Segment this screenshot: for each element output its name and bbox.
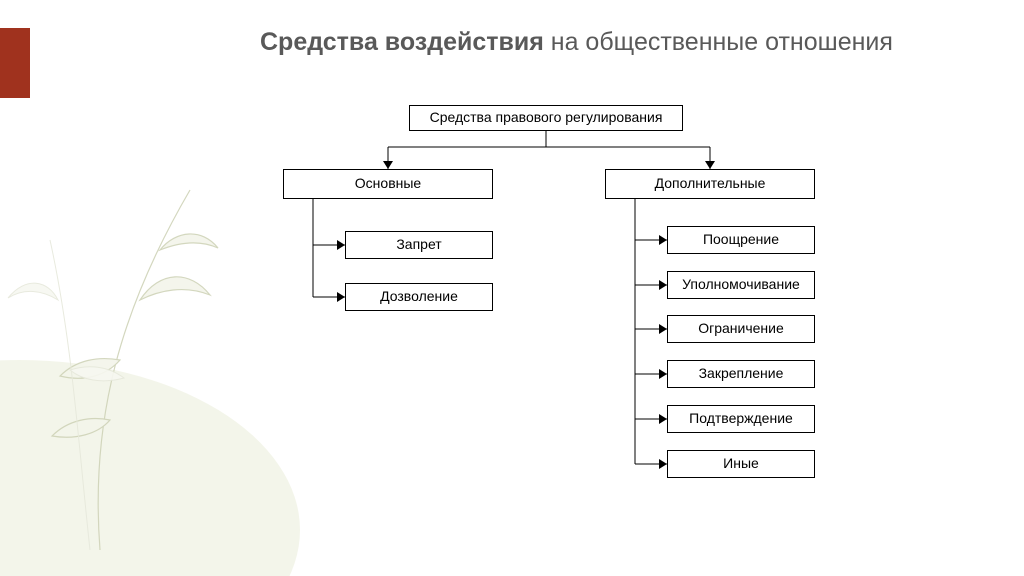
node-main: Основные — [283, 169, 493, 199]
page-title: Средства воздействия на общественные отн… — [260, 26, 960, 60]
title-rest: на общественные отношения — [544, 28, 893, 56]
node-a5: Подтверждение — [667, 405, 815, 433]
node-aux: Дополнительные — [605, 169, 815, 199]
diagram: Средства правового регулирования Основные… — [283, 105, 1003, 555]
node-m2: Дозволение — [345, 283, 493, 311]
node-root: Средства правового регулирования — [409, 105, 683, 131]
node-a2: Уполномочивание — [667, 271, 815, 299]
title-bold: Средства воздействия — [260, 28, 544, 56]
node-a3: Ограничение — [667, 315, 815, 343]
node-a6: Иные — [667, 450, 815, 478]
node-a4: Закрепление — [667, 360, 815, 388]
accent-bar — [0, 28, 30, 98]
node-m1: Запрет — [345, 231, 493, 259]
node-a1: Поощрение — [667, 226, 815, 254]
